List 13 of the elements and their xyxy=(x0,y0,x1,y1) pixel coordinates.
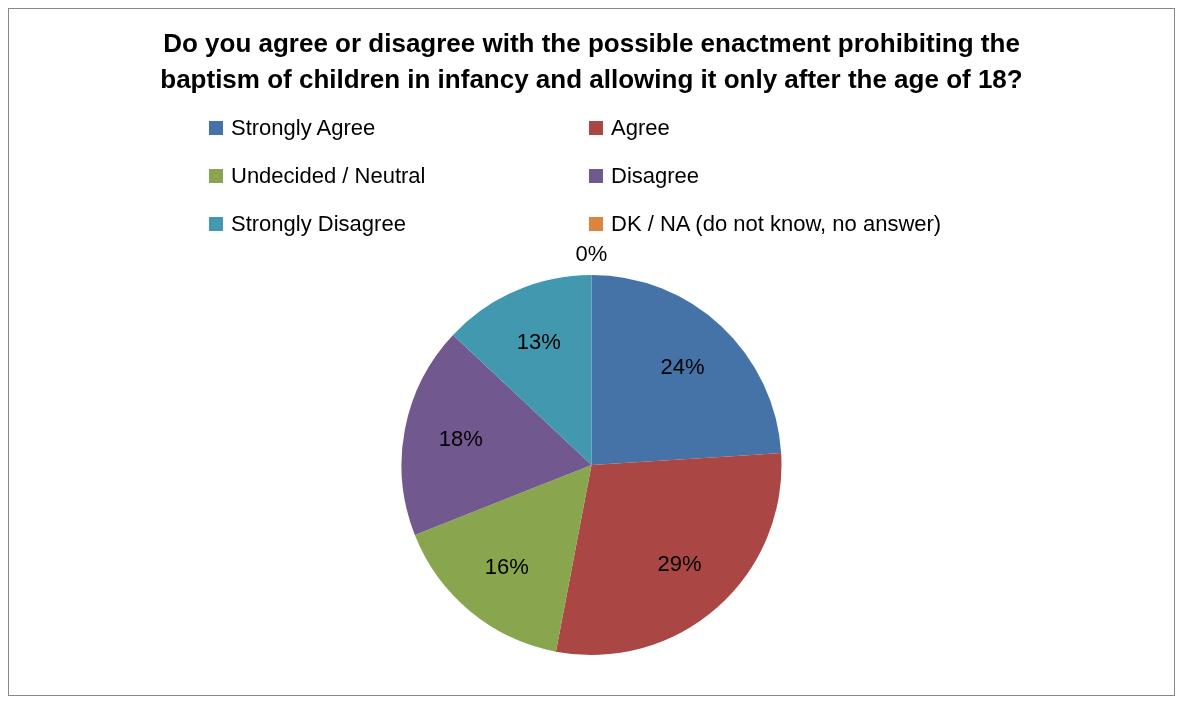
legend-label: DK / NA (do not know, no answer) xyxy=(611,211,942,237)
legend-label: Agree xyxy=(611,115,670,141)
data-label: 16% xyxy=(484,553,529,579)
data-label: 24% xyxy=(660,354,705,380)
legend-label: Strongly Agree xyxy=(231,115,376,141)
legend-label: Undecided / Neutral xyxy=(231,163,426,189)
data-label: 18% xyxy=(438,426,483,452)
chart-title: Do you agree or disagree with the possible enactment prohibiting the baptism of children in infancy and allowing it only after the age of 18? xyxy=(159,27,1024,96)
data-label: 29% xyxy=(657,550,702,576)
data-label: 13% xyxy=(516,329,561,354)
legend-label: Disagree xyxy=(611,163,700,189)
text: 0% xyxy=(575,241,608,267)
legend-label: Strongly Disagree xyxy=(231,211,406,237)
